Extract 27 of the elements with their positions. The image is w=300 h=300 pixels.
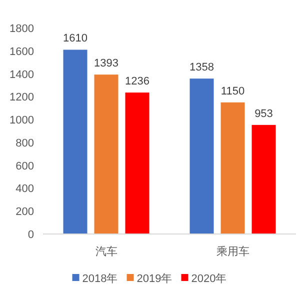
x-tick-label: 乘用车 bbox=[216, 245, 250, 258]
y-tick-label: 400 bbox=[16, 183, 34, 196]
legend-label: 2018年 bbox=[82, 273, 118, 285]
data-label: 1358 bbox=[190, 62, 214, 74]
legend-label: 2019年 bbox=[136, 273, 172, 285]
bar bbox=[63, 50, 88, 234]
bar bbox=[94, 74, 118, 234]
y-tick-label: 600 bbox=[16, 160, 34, 172]
data-label: 1236 bbox=[125, 76, 150, 88]
bar bbox=[252, 124, 276, 234]
y-tick-label: 1200 bbox=[10, 92, 34, 104]
bar bbox=[220, 102, 245, 234]
data-label: 1610 bbox=[63, 32, 88, 45]
y-tick-label: 200 bbox=[16, 206, 34, 218]
data-label: 1393 bbox=[94, 58, 118, 70]
y-tick-label: 1000 bbox=[10, 114, 34, 127]
y-tick-label: 1600 bbox=[10, 46, 34, 58]
bar bbox=[190, 78, 214, 234]
y-tick-label: 0 bbox=[28, 229, 34, 241]
legend-label: 2020年 bbox=[191, 273, 227, 285]
y-tick-label: 1400 bbox=[10, 68, 34, 81]
data-label: 953 bbox=[254, 108, 273, 120]
bar bbox=[125, 92, 150, 234]
x-tick-label: 汽车 bbox=[95, 245, 118, 258]
data-label: 1150 bbox=[220, 85, 245, 98]
y-tick-label: 800 bbox=[16, 137, 34, 150]
y-tick-label: 1800 bbox=[10, 23, 34, 35]
